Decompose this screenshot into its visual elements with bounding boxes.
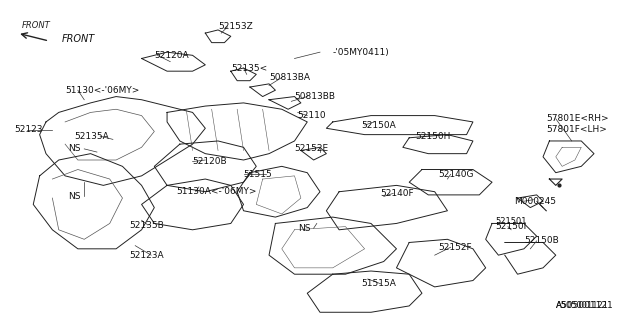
Text: 57801E<RH>: 57801E<RH>	[546, 114, 609, 123]
Text: A505001121: A505001121	[556, 301, 614, 310]
Text: NS: NS	[298, 224, 310, 233]
Text: 52152E: 52152E	[294, 144, 328, 153]
Text: A505001121: A505001121	[556, 301, 609, 310]
Text: 57801F<LH>: 57801F<LH>	[546, 125, 607, 134]
Text: 52140G: 52140G	[438, 170, 474, 179]
Text: 51515A: 51515A	[362, 279, 396, 288]
Text: 52135A: 52135A	[75, 132, 109, 141]
Text: 50813BA: 50813BA	[269, 73, 310, 82]
Text: 51515: 51515	[244, 170, 272, 179]
Text: 52150B: 52150B	[524, 236, 559, 245]
Text: 52135<: 52135<	[231, 63, 267, 73]
Text: 52110: 52110	[298, 111, 326, 120]
Text: NS: NS	[68, 144, 81, 153]
Text: 52120B: 52120B	[193, 157, 227, 166]
Text: M000245: M000245	[515, 197, 556, 206]
Text: 52150I: 52150I	[495, 222, 527, 231]
Text: 521501: 521501	[495, 217, 527, 226]
Text: 52150H: 52150H	[415, 132, 451, 141]
Text: -'05MY0411): -'05MY0411)	[333, 48, 390, 57]
Text: 52120A: 52120A	[154, 51, 189, 60]
Text: NS: NS	[68, 192, 81, 201]
Text: FRONT: FRONT	[62, 35, 95, 44]
Text: 52123A: 52123A	[129, 251, 163, 260]
Text: 52140F: 52140F	[381, 189, 414, 198]
Text: 52135B: 52135B	[129, 220, 164, 229]
Text: 52153Z: 52153Z	[218, 22, 253, 31]
Text: 51130<-'06MY>: 51130<-'06MY>	[65, 86, 140, 95]
Text: 52123: 52123	[14, 125, 43, 134]
Text: FRONT: FRONT	[22, 21, 51, 30]
Text: 50813BB: 50813BB	[294, 92, 335, 101]
Text: 51130A<-'06MY>: 51130A<-'06MY>	[177, 187, 257, 196]
Text: 52150A: 52150A	[362, 121, 396, 130]
Text: 52152F: 52152F	[438, 243, 472, 252]
